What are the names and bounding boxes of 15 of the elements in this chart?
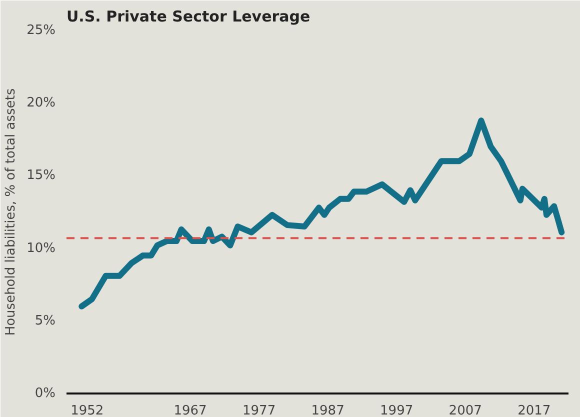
x-tick-label: 1997 — [380, 404, 414, 417]
x-tick-label: 1987 — [311, 404, 344, 417]
x-tick-label: 1977 — [242, 404, 276, 417]
y-tick-label: 20% — [26, 96, 56, 111]
x-tick-label: 1967 — [174, 404, 207, 417]
y-tick-label: 10% — [26, 240, 56, 256]
y-tick-label: 15% — [26, 168, 56, 184]
y-tick-label: 25% — [26, 23, 56, 38]
chart-title: U.S. Private Sector Leverage — [66, 8, 310, 26]
y-tick-label: 0% — [34, 386, 56, 401]
x-tick-label: 1952 — [70, 404, 104, 417]
y-axis-title: Household liabilities, % of total assets — [4, 88, 19, 336]
x-tick-label: 2017 — [518, 404, 551, 417]
y-tick-label: 5% — [34, 313, 56, 328]
x-tick-label: 2007 — [448, 404, 482, 417]
